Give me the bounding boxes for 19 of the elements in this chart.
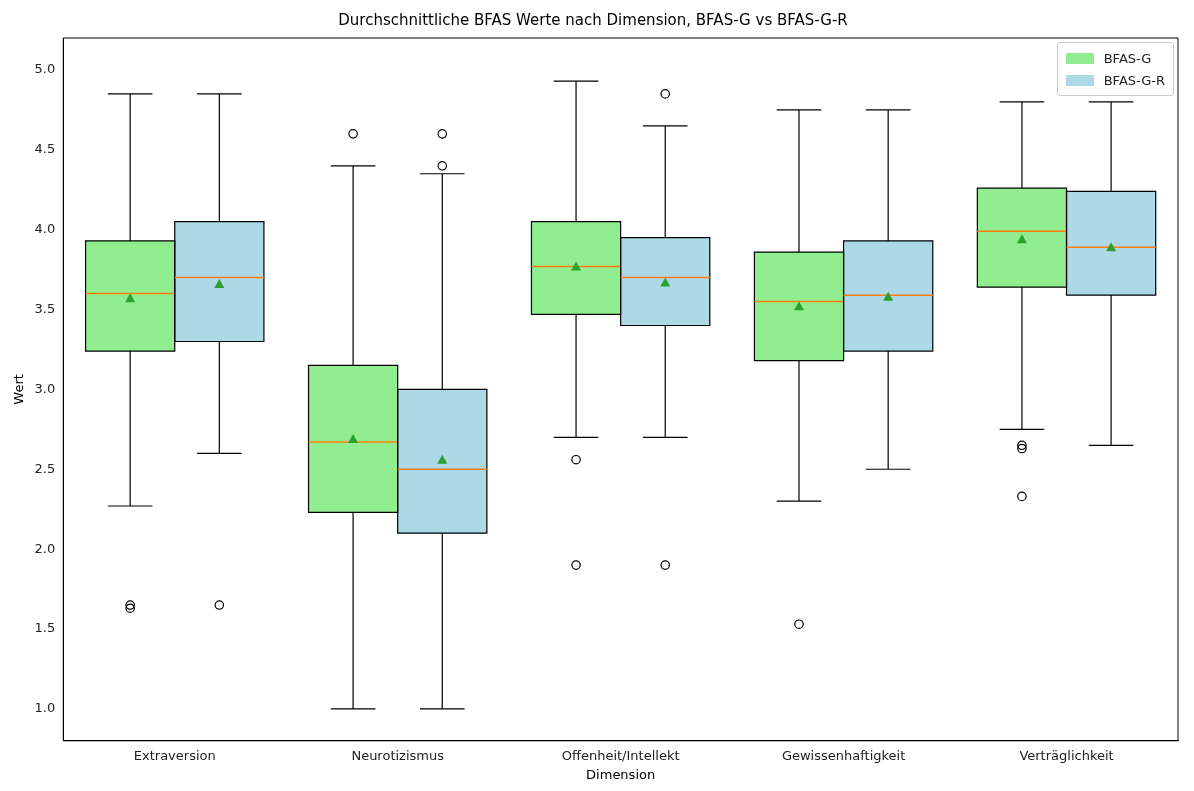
x-axis-title: Dimension [586,766,656,782]
y-tick-label: 1.5 [34,620,56,636]
y-tick-label: 3.5 [34,300,56,316]
y-tick-label: 1.0 [34,700,56,716]
x-tick-label: Extraversion [133,747,216,763]
chart-title: Durchschnittliche BFAS Werte nach Dimension, BFAS-G vs BFAS-G-R [338,10,848,29]
legend-label: BFAS-G-R [1103,72,1165,88]
y-tick-label: 2.0 [34,540,56,556]
x-tick-label: Offenheit/Intellekt [561,747,680,763]
y-tick-label: 2.5 [34,460,56,476]
y-tick-label: 4.0 [34,221,56,237]
y-tick-label: 3.0 [34,380,56,396]
x-tick-label: Neurotizismus [351,747,445,763]
x-tick-label: Gewissenhaftigkeit [781,747,906,763]
y-tick-label: 5.0 [34,61,56,77]
x-tick-label: Verträglichkeit [1019,747,1114,763]
legend-label: BFAS-G [1103,50,1152,66]
y-axis-title: Wert [11,374,27,405]
y-tick-label: 4.5 [34,141,56,157]
